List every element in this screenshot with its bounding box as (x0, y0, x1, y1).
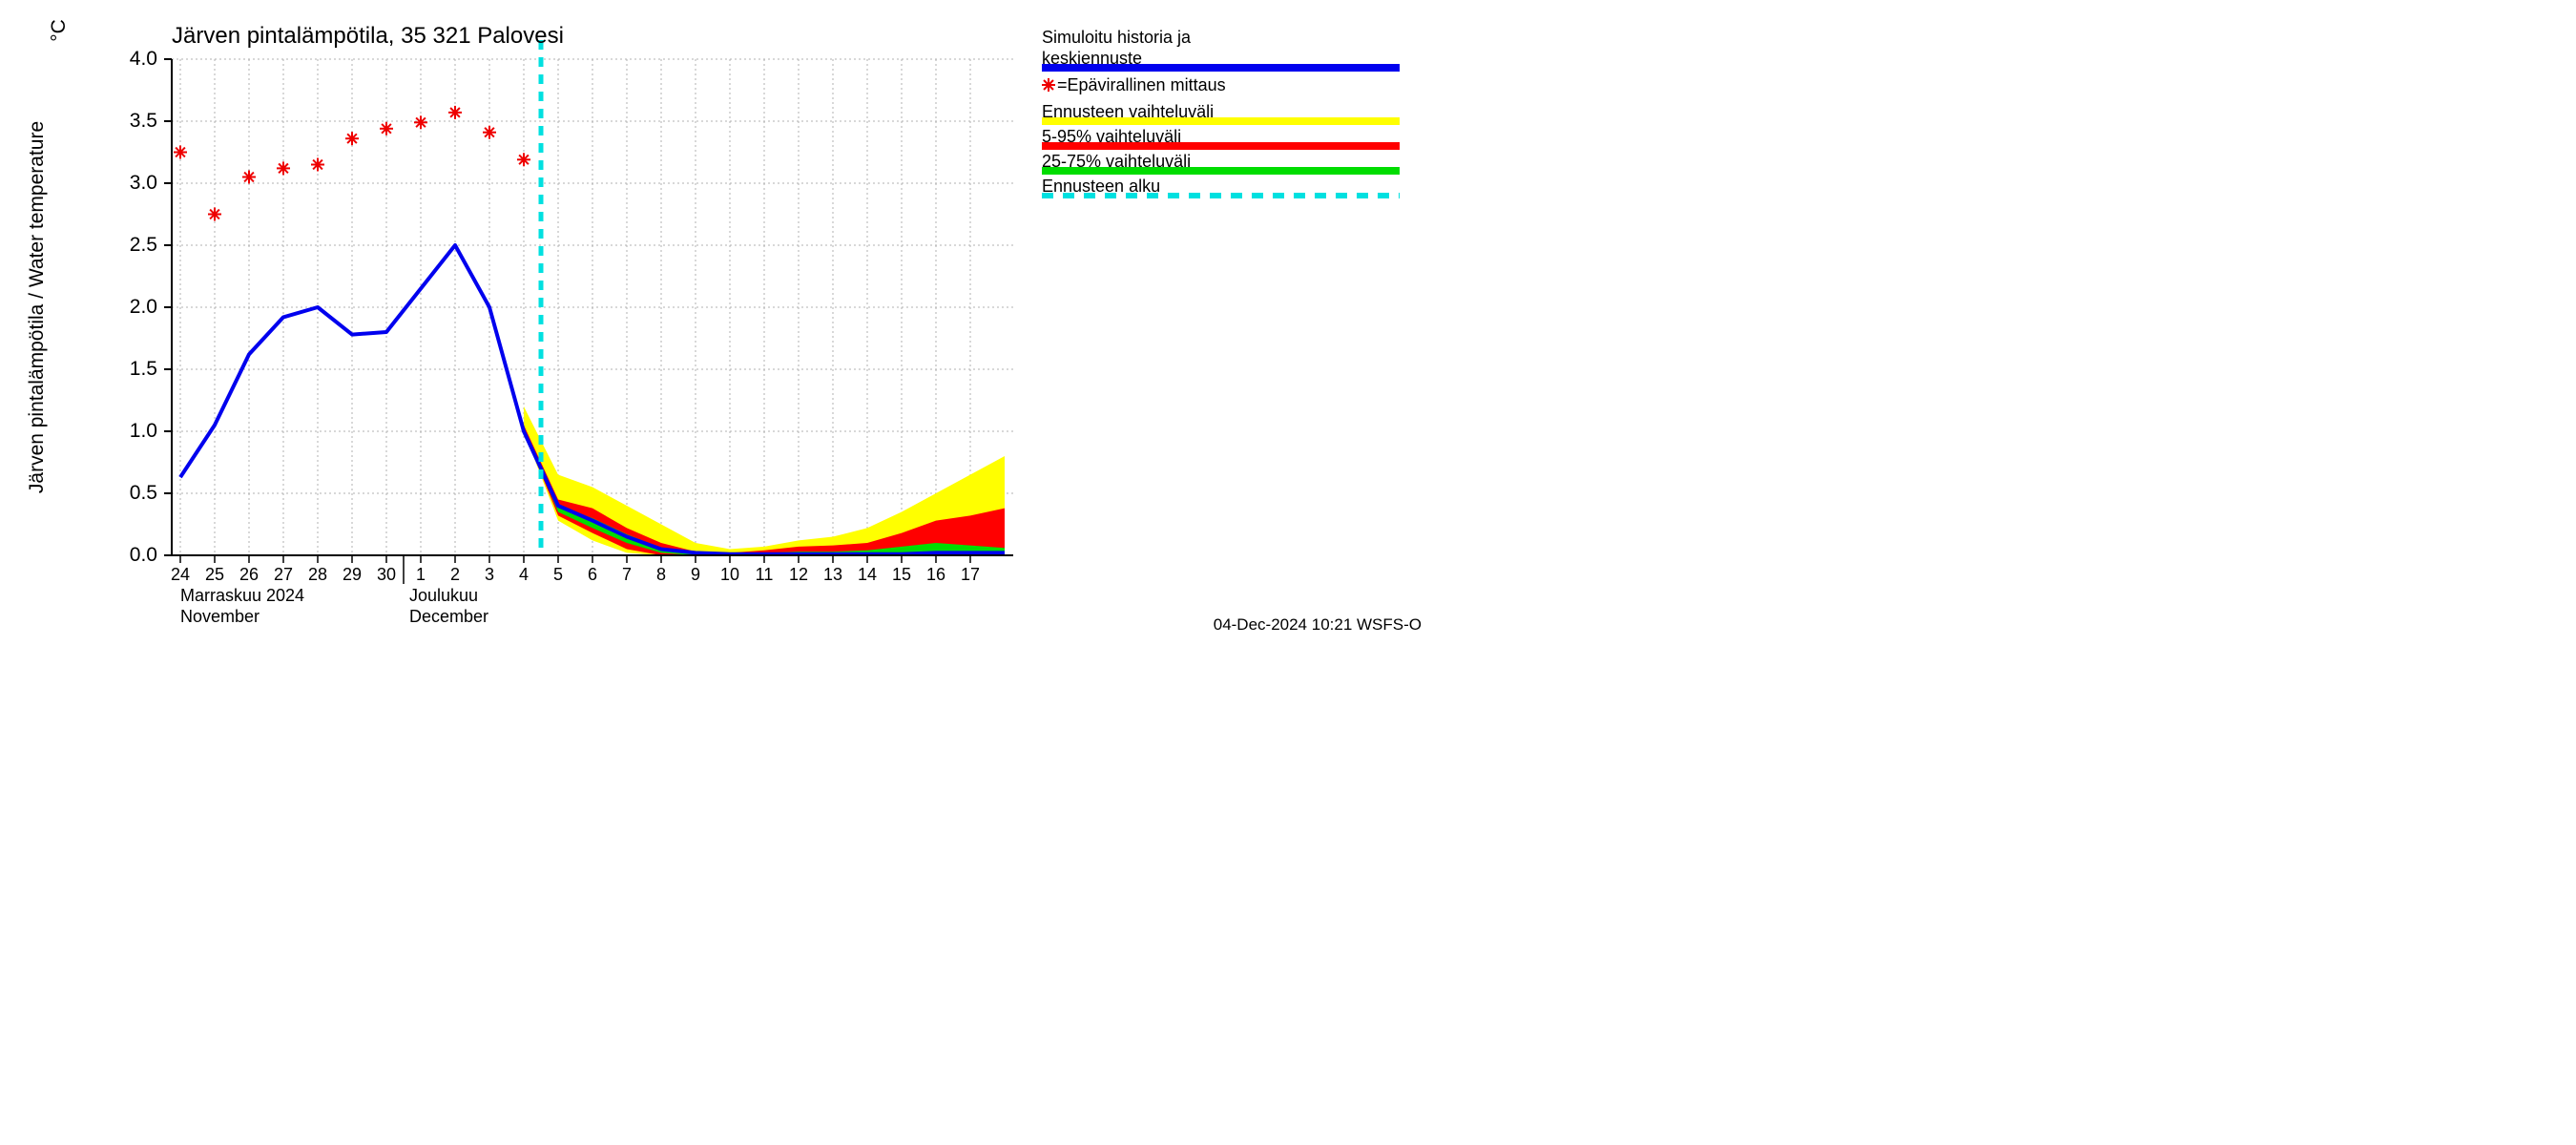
unofficial-measurement-marker (311, 158, 324, 172)
x-tick-label: 12 (789, 565, 808, 584)
legend-swatch (1042, 167, 1400, 175)
x-tick-label: 27 (274, 565, 293, 584)
unofficial-measurement-marker (448, 106, 462, 119)
y-tick-label: 4.0 (130, 48, 157, 70)
month-label-en: November (180, 607, 260, 626)
x-tick-label: 17 (961, 565, 980, 584)
x-tick-label: 6 (588, 565, 597, 584)
x-tick-label: 24 (171, 565, 190, 584)
chart-title: Järven pintalämpötila, 35 321 Palovesi (172, 23, 564, 49)
x-tick-label: 28 (308, 565, 327, 584)
legend-swatch (1042, 117, 1400, 125)
x-tick-label: 1 (416, 565, 426, 584)
x-tick-label: 15 (892, 565, 911, 584)
x-tick-label: 9 (691, 565, 700, 584)
footer-timestamp: 04-Dec-2024 10:21 WSFS-O (1214, 615, 1422, 634)
x-tick-label: 30 (377, 565, 396, 584)
x-tick-label: 3 (485, 565, 494, 584)
y-tick-label: 3.0 (130, 172, 157, 194)
unofficial-measurement-marker (174, 146, 187, 159)
x-tick-label: 4 (519, 565, 529, 584)
x-tick-label: 14 (858, 565, 877, 584)
legend-marker (1042, 78, 1055, 92)
chart-container: 0.00.51.01.52.02.53.03.54.02425262728293… (0, 0, 1431, 639)
x-tick-label: 5 (553, 565, 563, 584)
y-tick-label: 1.5 (130, 358, 157, 380)
legend-unofficial: =Epävirallinen mittaus (1057, 75, 1226, 94)
unofficial-measurement-marker (242, 171, 256, 184)
legend-swatch (1042, 142, 1400, 150)
x-tick-label: 10 (720, 565, 739, 584)
x-tick-label: 2 (450, 565, 460, 584)
y-tick-label: 0.5 (130, 482, 157, 504)
month-label-fi: Marraskuu 2024 (180, 586, 304, 605)
month-label-en: December (409, 607, 488, 626)
unofficial-measurement-marker (517, 153, 530, 166)
unofficial-measurement-marker (208, 208, 221, 221)
legend-swatch (1042, 64, 1400, 72)
unofficial-measurement-marker (380, 122, 393, 135)
legend-forecast-start: Ennusteen alku (1042, 177, 1160, 196)
y-tick-label: 2.0 (130, 296, 157, 318)
unofficial-measurement-marker (345, 132, 359, 145)
x-tick-label: 11 (756, 565, 774, 584)
unofficial-measurement-marker (483, 126, 496, 139)
month-label-fi: Joulukuu (409, 586, 478, 605)
unofficial-measurement-marker (277, 161, 290, 175)
x-tick-label: 7 (622, 565, 632, 584)
x-tick-label: 29 (343, 565, 362, 584)
x-tick-label: 16 (926, 565, 945, 584)
y-tick-label: 3.5 (130, 110, 157, 132)
y-tick-label: 0.0 (130, 544, 157, 566)
legend-sim-hist: Simuloitu historia ja (1042, 28, 1192, 47)
x-tick-label: 25 (205, 565, 224, 584)
water-temperature-chart: 0.00.51.01.52.02.53.03.54.02425262728293… (0, 0, 1431, 639)
x-tick-label: 8 (656, 565, 666, 584)
unofficial-measurement-marker (414, 115, 427, 129)
x-tick-label: 13 (823, 565, 842, 584)
y-axis-label: Järven pintalämpötila / Water temperatur… (26, 121, 48, 493)
x-tick-label: 26 (239, 565, 259, 584)
y-axis-unit: °C (48, 19, 70, 42)
y-tick-label: 1.0 (130, 420, 157, 442)
y-tick-label: 2.5 (130, 234, 157, 256)
